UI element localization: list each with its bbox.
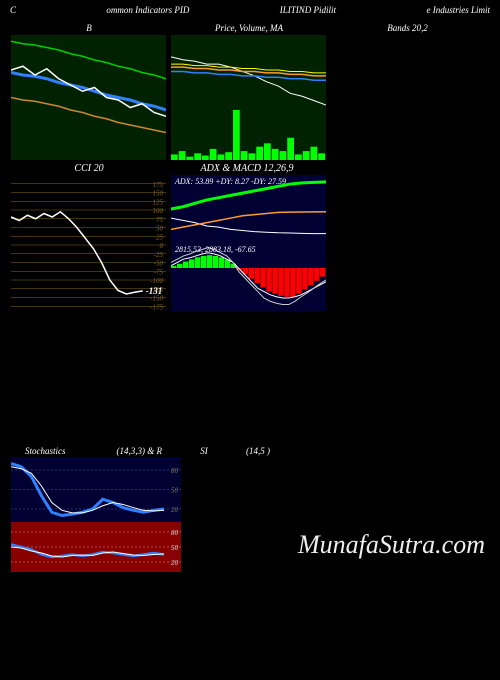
panel-stoch: 80 50 20 80 50 20 [10,456,182,573]
header-midleft: ommon Indicators PID [106,5,189,15]
chart-b [11,35,166,160]
stoch-params: (14,3,3) & R [72,446,162,456]
svg-text:175: 175 [153,181,164,189]
panel-bands-title: Bands 20,2 [331,21,484,35]
panel-cci-title: CCI 20 [10,163,168,174]
row-2: 1751501251007550250-25-50-75-100-125-150… [0,174,500,316]
chart-rsi: 80 50 20 [11,522,181,572]
chart-price [171,35,326,160]
chart-cci: 1751501251007550250-25-50-75-100-125-150… [11,175,166,315]
adx-text: ADX: 53.89 +DY: 8.27 -DY: 27.59 [175,177,286,186]
header-left: C [10,5,16,15]
header: C ommon Indicators PID ILITIND Pidilit e… [0,0,500,20]
svg-text:50: 50 [156,225,164,233]
svg-text:80: 80 [171,467,179,475]
row-1: B Price, Volume, MA Bands 20,2 [0,20,500,161]
row-3-titles: Stochastics (14,3,3) & R SI (14,5 ) [0,446,500,456]
svg-text:-50: -50 [154,260,164,268]
svg-text:-25: -25 [154,251,164,259]
svg-text:-100: -100 [150,277,163,285]
svg-text:50: 50 [171,487,179,495]
rsi-params: (14,5 ) [246,446,386,456]
rsi-title: SI [164,446,244,456]
panel-cci: 1751501251007550250-25-50-75-100-125-150… [10,174,168,316]
panel-price: Price, Volume, MA [170,20,328,161]
panel-price-title: Price, Volume, MA [171,21,327,35]
panel-bands: Bands 20,2 [330,20,485,161]
svg-text:150: 150 [153,190,164,198]
svg-text:-75: -75 [154,268,164,276]
watermark: MunafaSutra.com [298,530,485,560]
svg-text:50: 50 [171,544,179,552]
macd-text: 2815.53, 2883.18, -67.65 [175,245,256,254]
svg-text:125: 125 [153,198,164,206]
svg-text:20: 20 [171,559,179,567]
svg-text:0: 0 [160,242,164,250]
svg-text:75: 75 [156,216,164,224]
panel-b: B [10,20,168,161]
svg-text:25: 25 [156,233,164,241]
row-2-titles: CCI 20 ADX & MACD 12,26,9 [0,163,500,174]
panel-adx-title: ADX & MACD 12,26,9 [168,163,326,174]
panel-adx-macd: ADX: 53.89 +DY: 8.27 -DY: 27.59 2815.53,… [170,174,328,316]
svg-text:20: 20 [171,506,179,514]
chart-stoch: 80 50 20 [11,457,181,522]
svg-text:80: 80 [171,529,179,537]
svg-text:-175: -175 [150,303,163,311]
gap [0,316,500,446]
header-right: e Industries Limit [426,5,490,15]
header-mid: ILITIND Pidilit [280,5,336,15]
stoch-title: Stochastics [10,446,70,456]
svg-text:-131: -131 [146,286,163,296]
svg-text:100: 100 [153,207,164,215]
panel-b-title: B [11,21,167,35]
